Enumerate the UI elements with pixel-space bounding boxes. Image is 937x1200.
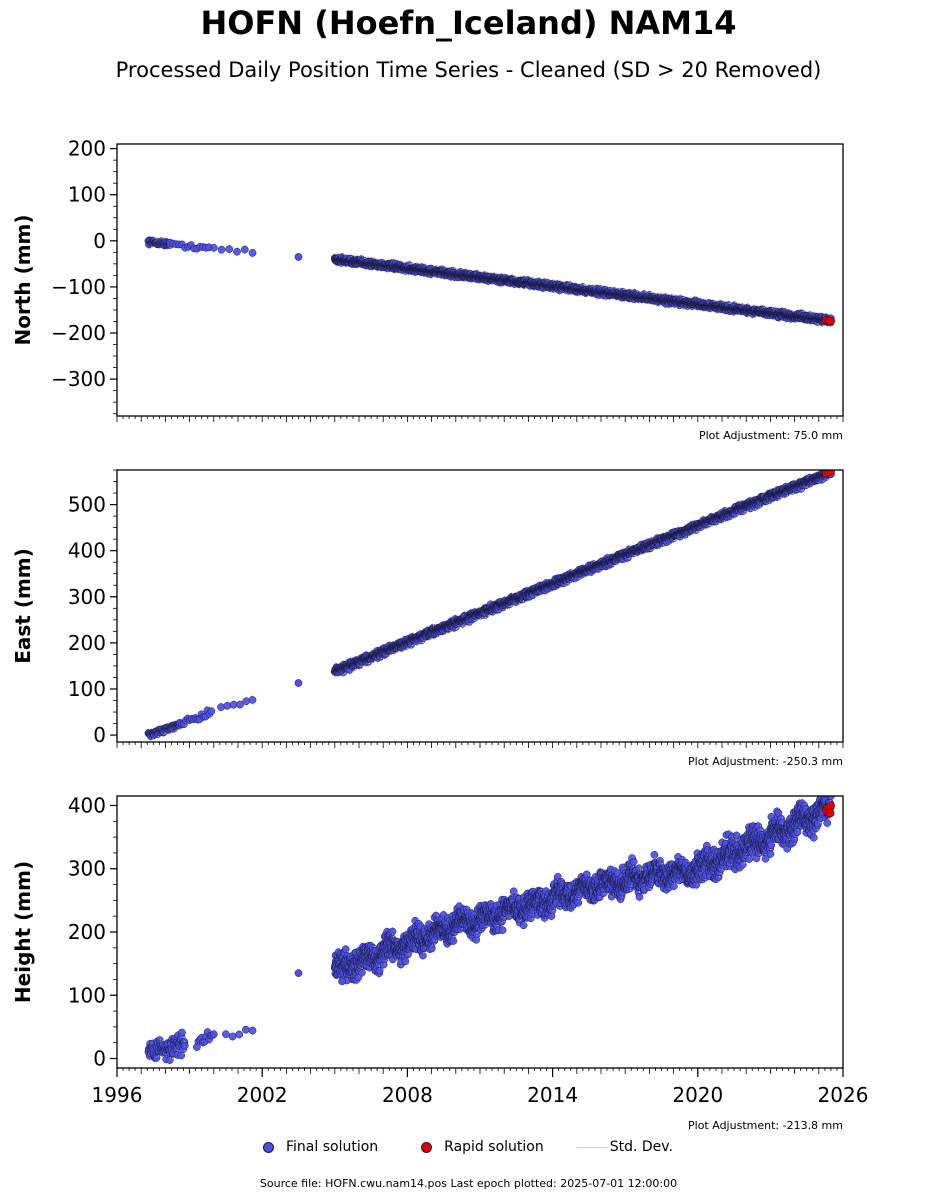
north-final-point [240,245,249,254]
north-data-points [144,235,835,328]
north-final-point [209,243,218,252]
chart-subtitle: Processed Daily Position Time Series - C… [115,58,822,82]
north-final-point [217,245,226,254]
chart-title: HOFN (Hoefn_Iceland) NAM14 [200,4,737,42]
north-final-point [233,247,241,256]
north-final-point [248,249,257,257]
north-final-point [225,245,234,253]
